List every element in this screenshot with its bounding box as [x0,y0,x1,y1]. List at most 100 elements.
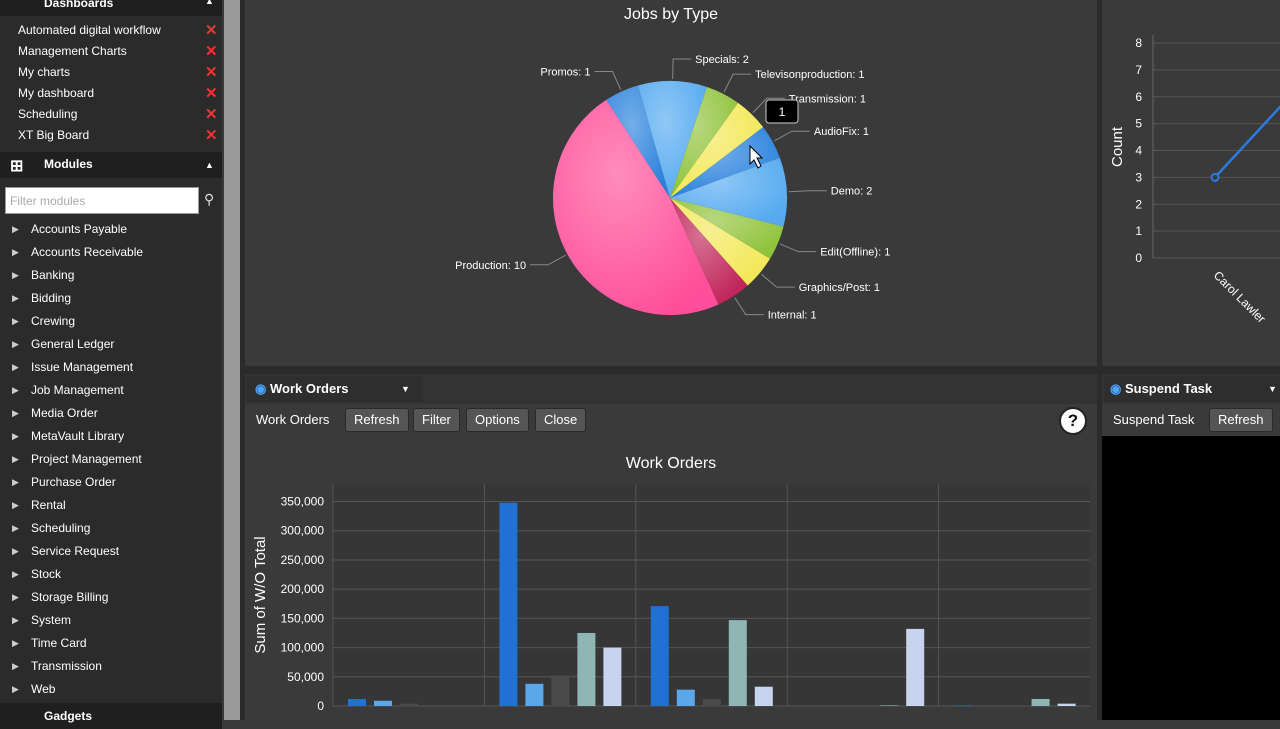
search-icon[interactable]: ⚲ [204,191,215,207]
module-item[interactable]: Web [31,682,56,696]
leader-line [752,97,785,113]
expand-arrow[interactable]: ▶ [12,362,19,372]
tooltip: 1 [779,105,786,119]
dashboards-header[interactable]: Dashboards ▲ [0,0,222,16]
y-tick-label: 3 [1135,170,1142,184]
expand-arrow[interactable]: ▶ [12,592,19,602]
remove-icon[interactable]: ✕ [205,22,218,39]
expand-arrow[interactable]: ▶ [12,293,19,303]
slice-label: Production: 10 [455,260,526,272]
expand-arrow[interactable]: ▶ [12,477,19,487]
module-item[interactable]: Purchase Order [31,475,116,489]
module-item[interactable]: Rental [31,498,66,512]
dashboard-item[interactable]: Management Charts [18,44,127,58]
module-item[interactable]: Transmission [31,659,102,673]
y-axis-label: Sum of W/O Total [252,536,269,653]
dashboard-item[interactable]: Scheduling [18,107,78,121]
slice-shine [670,157,788,227]
slice-shine [670,86,739,198]
leader-line [774,130,810,142]
expand-arrow[interactable]: ▶ [12,339,19,349]
splitter[interactable] [240,0,245,720]
remove-icon[interactable]: ✕ [205,85,218,102]
leader-line [594,70,622,90]
slice-shine [606,85,670,198]
toolbar-button[interactable]: Filter [413,408,460,432]
leader-line [779,243,817,253]
tab-title: Suspend Task [1124,381,1213,396]
bar [1057,703,1076,706]
module-item[interactable]: Bidding [31,291,72,305]
bar [348,698,366,706]
y-tick-label: 6 [1135,90,1142,104]
splitter[interactable] [1097,0,1102,720]
toolbar-button[interactable]: Options [466,408,529,432]
module-item[interactable]: Banking [31,268,75,282]
expand-arrow[interactable]: ▶ [12,546,19,556]
slice-shine [670,198,784,259]
expand-arrow[interactable]: ▶ [12,638,19,648]
expand-arrow[interactable]: ▶ [12,661,19,671]
bar [953,705,972,706]
expand-arrow[interactable]: ▶ [12,316,19,326]
remove-icon[interactable]: ✕ [205,106,218,123]
y-tick-label: 5 [1135,117,1142,131]
y-tick-label: 0 [317,699,324,713]
remove-icon[interactable]: ✕ [205,127,218,144]
module-item[interactable]: Job Management [31,383,124,397]
modules-header[interactable]: ⊞ Modules ▲ [0,152,222,178]
y-tick-label: 4 [1135,144,1142,158]
expand-arrow[interactable]: ▶ [12,523,19,533]
splitter[interactable] [245,366,1097,374]
module-item[interactable]: Project Management [31,452,142,466]
help-button[interactable]: ? [1059,407,1087,435]
module-item[interactable]: Service Request [31,544,120,558]
expand-arrow[interactable]: ▶ [12,247,19,257]
remove-icon[interactable]: ✕ [205,43,218,60]
module-item[interactable]: Storage Billing [31,590,109,604]
expand-arrow[interactable]: ▶ [12,270,19,280]
module-item[interactable]: Media Order [31,406,98,420]
filter-placeholder: Filter modules [10,194,86,208]
expand-arrow[interactable]: ▶ [12,684,19,694]
suspend-tab[interactable]: ◉ Suspend Task ▼ [1104,376,1280,402]
dashboard-item[interactable]: My charts [18,65,71,79]
module-item[interactable]: Accounts Payable [31,222,128,236]
module-item[interactable]: General Ledger [31,337,115,351]
expand-arrow[interactable]: ▶ [12,615,19,625]
dashboard-item[interactable]: XT Big Board [18,128,90,142]
expand-arrow[interactable]: ▶ [12,408,19,418]
bar [577,632,596,706]
y-tick-label: 350,000 [281,495,325,509]
module-item[interactable]: Crewing [31,314,76,328]
slice-label: Edit(Offline): 1 [820,247,890,259]
remove-icon[interactable]: ✕ [205,64,218,81]
module-item[interactable]: MetaVault Library [31,429,125,443]
bar [603,647,622,706]
module-item[interactable]: Scheduling [31,521,91,535]
expand-arrow[interactable]: ▶ [12,224,19,234]
toolbar-button[interactable]: Refresh [345,408,409,432]
work-orders-tab[interactable]: ◉ Work Orders ▼ [247,376,423,402]
bar [702,698,721,706]
filter-input[interactable]: Filter modules [5,187,199,214]
expand-arrow[interactable]: ▶ [12,569,19,579]
expand-arrow[interactable]: ▶ [12,454,19,464]
dashboard-item[interactable]: My dashboard [18,86,95,100]
bar [880,705,899,706]
toolbar-button[interactable]: Close [535,408,587,432]
expand-arrow[interactable]: ▶ [12,431,19,441]
module-item[interactable]: Accounts Receivable [31,245,144,259]
expand-arrow[interactable]: ▶ [12,500,19,510]
expand-arrow[interactable]: ▶ [12,385,19,395]
module-item[interactable]: Time Card [31,636,87,650]
x-tick-label: Carol Lawler [1211,268,1269,326]
module-item[interactable]: System [31,613,72,627]
dashboard-item[interactable]: Automated digital workflow [18,23,161,37]
chart-title: Jobs by Type [624,6,718,23]
module-item[interactable]: Issue Management [31,360,134,374]
module-item[interactable]: Stock [31,567,62,581]
splitter[interactable] [1102,366,1280,374]
scrollbar[interactable] [224,0,240,720]
toolbar-button[interactable]: Refresh [1209,408,1273,432]
